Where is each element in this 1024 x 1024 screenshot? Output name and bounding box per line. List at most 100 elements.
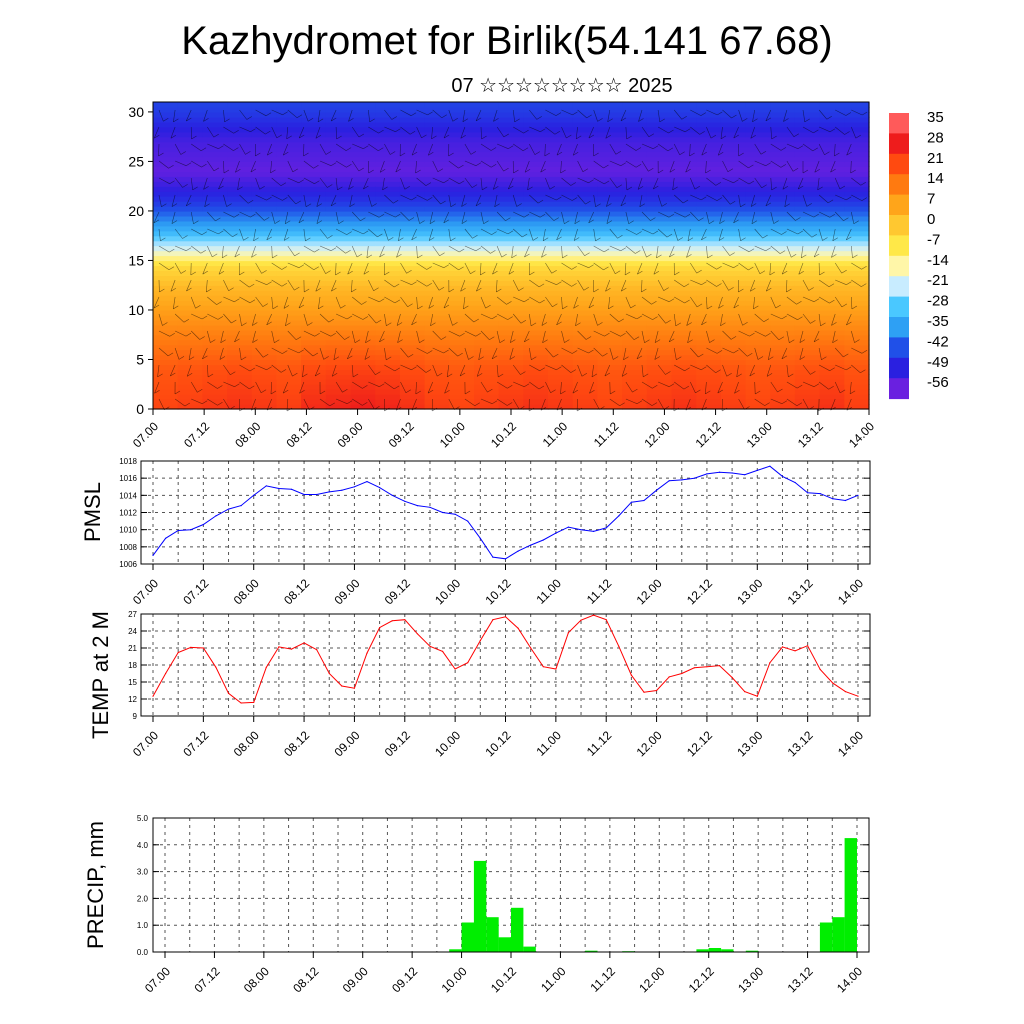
wind-barb [319, 177, 328, 188]
wind-barb-flag [379, 253, 385, 258]
wind-barb-flag [483, 220, 489, 224]
heatmap-cell [844, 394, 870, 400]
wind-barb-flag [511, 254, 517, 259]
heatmap-cell [177, 290, 203, 296]
heatmap-cell [449, 186, 475, 192]
heatmap-cell [819, 399, 845, 405]
wind-barb [255, 381, 262, 393]
heatmap-cell [523, 389, 549, 395]
wind-barb-flag [666, 233, 673, 238]
wind-barb-flag [507, 385, 513, 389]
heatmap-cell [202, 161, 228, 167]
wind-barb [190, 296, 196, 309]
wind-barb [749, 364, 755, 377]
wind-barb [239, 211, 251, 218]
heatmap-cell [498, 404, 524, 410]
heatmap-cell [251, 404, 278, 410]
heatmap-cell [671, 121, 697, 128]
heatmap-cell [350, 384, 376, 390]
heatmap-cell [646, 171, 673, 177]
wind-barb [384, 143, 391, 155]
heatmap-cell [424, 379, 450, 385]
heatmap-cell [202, 324, 228, 331]
wind-barb [736, 364, 739, 377]
heatmap-cell [696, 285, 722, 291]
precip-bar [844, 838, 857, 952]
wind-barb [283, 228, 289, 241]
wind-barb [556, 398, 562, 411]
wind-barb-flag [701, 151, 707, 156]
wind-barb-flag [748, 266, 754, 271]
x-tick-label: 14.00 [834, 964, 865, 995]
heatmap-cell [622, 300, 648, 306]
wind-barb-flag [710, 134, 717, 139]
heatmap-cell [202, 280, 228, 286]
heatmap-cell [399, 324, 426, 331]
wind-barb-flag [701, 236, 707, 241]
wind-barb [171, 211, 176, 224]
wind-barb [529, 126, 541, 132]
heatmap-cell [325, 206, 352, 212]
heatmap-cell [794, 161, 821, 167]
heatmap-cell [227, 344, 253, 351]
wind-barb [255, 109, 267, 117]
wind-barb [786, 126, 795, 137]
wind-barb [770, 296, 776, 309]
heatmap-cell [671, 359, 697, 366]
wind-barb [706, 177, 716, 186]
wind-barb [218, 177, 224, 190]
heatmap-cell [202, 344, 228, 351]
heatmap-cell [548, 181, 574, 187]
wind-barb [400, 279, 412, 285]
heatmap-cell [622, 305, 648, 311]
heatmap-cell [251, 107, 278, 113]
wind-barb-flag [266, 236, 272, 241]
wind-barb [270, 381, 272, 395]
wind-barb-flag [524, 253, 530, 258]
wind-barb [271, 296, 274, 309]
heatmap-cell [819, 369, 845, 375]
wind-barb [718, 296, 723, 309]
heatmap-cell [622, 215, 648, 222]
wind-barb-flag [461, 203, 467, 207]
wind-barb-flag [391, 116, 397, 120]
heatmap-cell [794, 166, 821, 172]
heatmap-cell [399, 374, 426, 380]
heatmap-cell [844, 240, 870, 247]
pmsl-point [693, 477, 695, 479]
wind-barb [287, 177, 299, 184]
wind-barb-flag [830, 168, 836, 173]
wind-barb [271, 177, 282, 186]
temp-point [530, 647, 532, 649]
heatmap-cell [424, 349, 450, 356]
temp-point [265, 666, 267, 668]
wind-barb [685, 160, 691, 173]
wind-barb [802, 228, 813, 238]
wind-barb-flag [684, 367, 690, 372]
wind-barb-flag [199, 336, 205, 340]
heatmap-cell [844, 270, 870, 276]
heatmap-cell [301, 171, 327, 177]
heatmap-cell [720, 240, 747, 247]
heatmap-cell [819, 102, 845, 108]
heatmap-cell [646, 300, 673, 306]
heatmap-cell [153, 265, 179, 271]
wind-barb [674, 381, 685, 390]
heatmap-cell [572, 116, 598, 123]
wind-barb-flag [346, 163, 352, 168]
heatmap-cell [671, 270, 697, 276]
wind-barb [464, 245, 477, 252]
pmsl-point [668, 480, 670, 482]
wind-barb-flag [621, 287, 627, 292]
heatmap-cell [572, 300, 598, 306]
heatmap-cell [399, 146, 426, 153]
wind-barb-flag [378, 214, 385, 218]
heatmap-cell [770, 275, 796, 281]
wind-barb-flag [263, 354, 269, 358]
heatmap-cell [671, 280, 697, 286]
wind-barb [529, 296, 540, 304]
wind-barb-flag [755, 390, 761, 395]
wind-barb [191, 160, 202, 168]
heatmap-cell [375, 394, 401, 400]
heatmap-cell [301, 399, 327, 405]
